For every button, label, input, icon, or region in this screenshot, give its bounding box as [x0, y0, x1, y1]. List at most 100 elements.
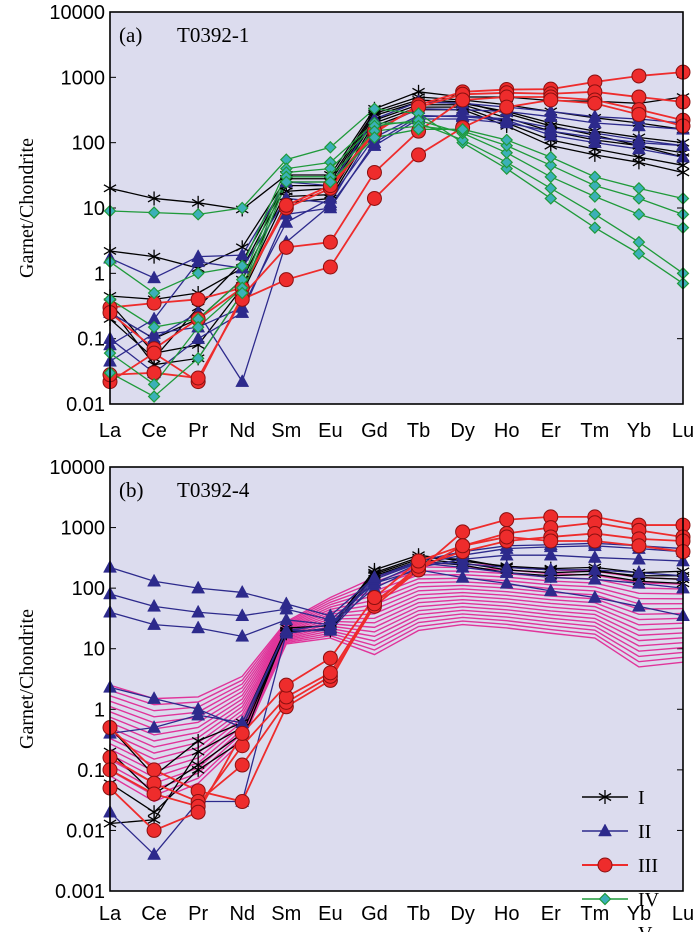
- point-II: [455, 569, 470, 583]
- y-tick-label: 0.001: [55, 881, 105, 903]
- point-III: [543, 533, 559, 549]
- x-tick-label: Gd: [361, 420, 388, 442]
- point-III: [631, 538, 647, 554]
- series-II-line: [109, 114, 684, 374]
- point-IV: [456, 122, 469, 136]
- point-IV: [632, 181, 646, 195]
- point-IV: [147, 206, 161, 219]
- series-V-line: [109, 584, 684, 736]
- point-II: [367, 569, 382, 583]
- point-II: [147, 573, 161, 587]
- point-IV: [544, 150, 558, 164]
- point-II: [235, 628, 250, 642]
- x-tick-label: Eu: [318, 420, 342, 442]
- point-II: [543, 127, 558, 141]
- point-II: [587, 590, 602, 603]
- x-tick-label: Tb: [407, 903, 430, 925]
- series-II-line: [109, 114, 684, 362]
- y-tick-label: 1: [94, 699, 105, 721]
- point-II: [279, 214, 294, 228]
- point-III: [322, 234, 338, 250]
- point-II: [191, 254, 206, 268]
- point-IV: [412, 122, 425, 136]
- x-tick-label: Ho: [494, 903, 520, 925]
- panel-b: 0.001 0.01 0.1 1 10 100 1000 10000 La Ce Pr Nd Sm Eu G…: [16, 457, 694, 925]
- series-I-line: [109, 554, 684, 825]
- point-I: [147, 252, 161, 261]
- point-IV: [632, 247, 646, 261]
- point-IV: [235, 259, 249, 273]
- point-III: [499, 529, 515, 545]
- point-I: [147, 815, 161, 824]
- x-tick-label: Er: [541, 903, 561, 925]
- point-III: [322, 650, 338, 666]
- point-IV: [235, 286, 249, 300]
- series-II-line: [109, 569, 684, 729]
- x-tick-label: Pr: [188, 420, 208, 442]
- point-III: [234, 794, 250, 810]
- x-tick-label: Eu: [318, 903, 342, 925]
- point-IV: [544, 181, 558, 195]
- y-tick-label: 1000: [61, 67, 106, 89]
- point-III: [146, 786, 162, 802]
- point-III: [543, 92, 559, 108]
- point-IV: [456, 133, 469, 147]
- point-III: [587, 95, 603, 111]
- y-tick-label: 0.01: [66, 820, 105, 842]
- point-III: [190, 291, 206, 307]
- point-II: [632, 598, 646, 612]
- point-II: [632, 575, 646, 589]
- point-I: [544, 141, 558, 150]
- point-II: [191, 331, 206, 344]
- point-IV: [147, 390, 161, 403]
- point-IV: [191, 320, 205, 334]
- point-III: [234, 757, 250, 773]
- point-II: [632, 551, 646, 565]
- point-II: [632, 565, 646, 578]
- point-II: [499, 575, 514, 589]
- point-III: [190, 804, 206, 820]
- x-tick-label: Pr: [188, 903, 208, 925]
- point-II: [499, 559, 514, 573]
- legend-marker-I: [598, 792, 612, 802]
- series-I-line: [109, 96, 684, 269]
- point-IV: [368, 131, 381, 144]
- series-I-line: [109, 106, 684, 354]
- legend-marker-III: [597, 857, 613, 873]
- point-II: [191, 620, 206, 634]
- point-IV: [588, 179, 602, 192]
- series-V-line: [109, 616, 684, 791]
- point-IV: [544, 170, 558, 184]
- point-II: [235, 374, 250, 387]
- point-II: [543, 547, 558, 561]
- point-III: [499, 512, 515, 528]
- y-axis-label: Garnet/Chondrite: [16, 138, 38, 278]
- point-IV: [632, 235, 646, 249]
- point-IV: [279, 175, 293, 189]
- y-tick-label: 1: [94, 263, 105, 285]
- point-III: [278, 197, 294, 213]
- series-I-line: [109, 101, 684, 300]
- point-III: [322, 665, 338, 681]
- plot-area: [110, 12, 683, 404]
- point-II: [147, 847, 161, 860]
- point-II: [147, 598, 161, 612]
- point-II: [455, 556, 470, 570]
- x-tick-label: La: [99, 903, 122, 925]
- series-I-line: [109, 558, 683, 814]
- point-III: [366, 190, 382, 206]
- point-IV: [324, 140, 337, 154]
- point-II: [191, 707, 206, 721]
- series-V-line: [109, 574, 684, 718]
- series-V-line: [109, 591, 684, 748]
- point-III: [411, 553, 427, 569]
- legend-marker-IV: [598, 892, 612, 906]
- point-II: [632, 118, 646, 132]
- point-III: [146, 822, 162, 838]
- point-II: [632, 132, 646, 146]
- point-III: [366, 590, 382, 606]
- x-tick-label: Nd: [229, 420, 255, 442]
- y-tick-label: 10: [83, 639, 105, 661]
- point-IV: [544, 192, 558, 205]
